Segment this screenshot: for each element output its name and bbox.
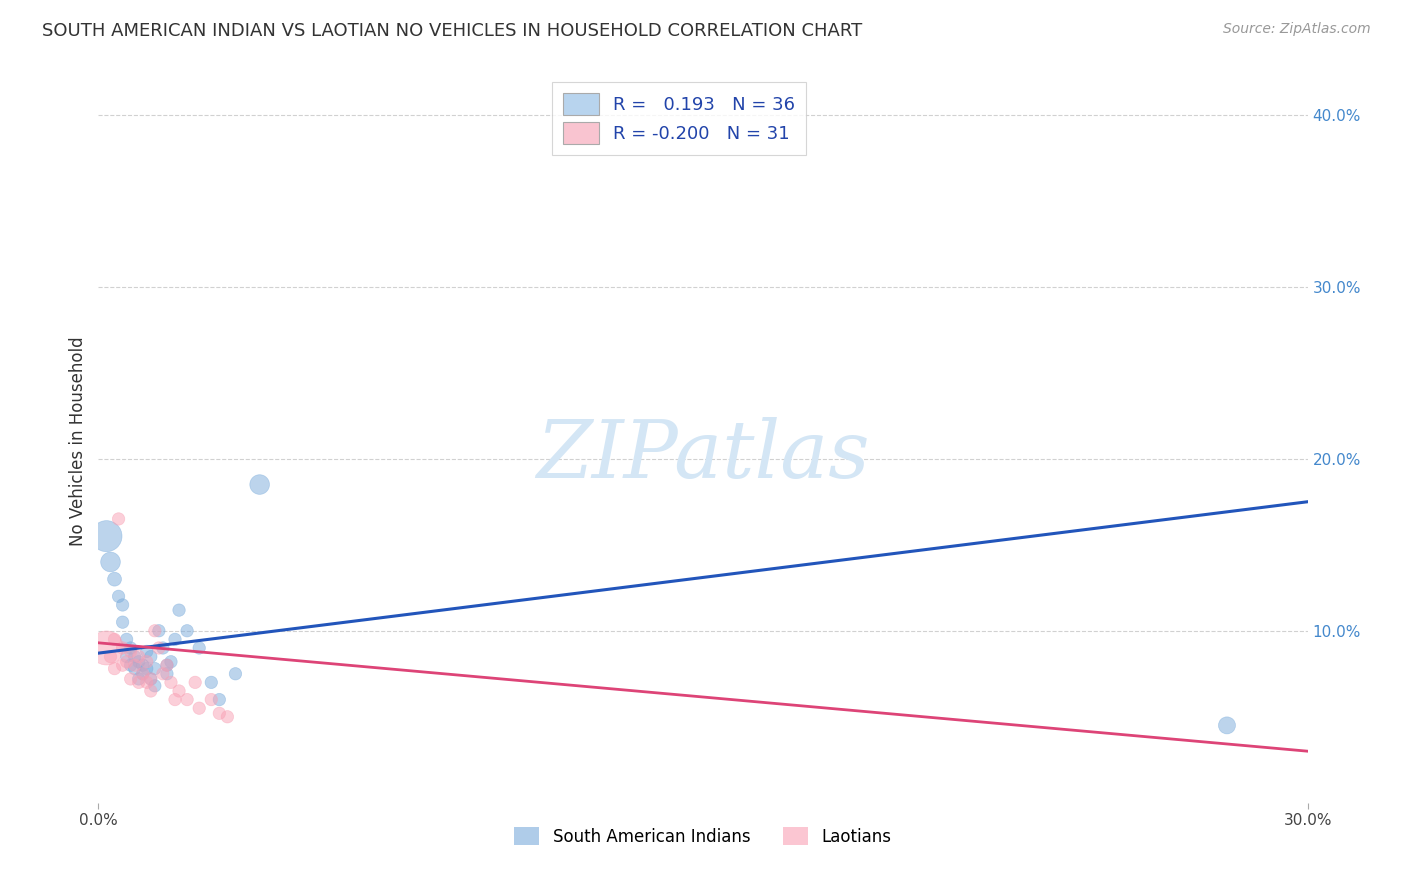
Point bbox=[148, 624, 170, 638]
Point bbox=[156, 658, 179, 673]
Point bbox=[124, 658, 146, 673]
Point bbox=[143, 662, 166, 676]
Point bbox=[128, 675, 150, 690]
Point bbox=[132, 666, 155, 681]
Point bbox=[120, 672, 142, 686]
Point bbox=[100, 649, 122, 664]
Point bbox=[176, 692, 198, 706]
Point bbox=[135, 662, 157, 676]
Point bbox=[103, 662, 125, 676]
Point bbox=[143, 624, 166, 638]
Point bbox=[139, 672, 162, 686]
Point bbox=[167, 684, 190, 698]
Point bbox=[143, 679, 166, 693]
Point bbox=[124, 649, 146, 664]
Point bbox=[132, 658, 155, 673]
Point bbox=[135, 675, 157, 690]
Point bbox=[184, 675, 207, 690]
Point bbox=[115, 655, 138, 669]
Point bbox=[115, 649, 138, 664]
Point bbox=[111, 598, 134, 612]
Point bbox=[115, 632, 138, 647]
Point bbox=[103, 632, 125, 647]
Point bbox=[100, 555, 122, 569]
Point bbox=[128, 649, 150, 664]
Point bbox=[152, 640, 174, 655]
Point bbox=[111, 658, 134, 673]
Text: ZIPatlas: ZIPatlas bbox=[536, 417, 870, 495]
Legend: South American Indians, Laotians: South American Indians, Laotians bbox=[508, 821, 898, 852]
Point bbox=[208, 692, 231, 706]
Point bbox=[167, 603, 190, 617]
Point bbox=[249, 477, 271, 491]
Text: SOUTH AMERICAN INDIAN VS LAOTIAN NO VEHICLES IN HOUSEHOLD CORRELATION CHART: SOUTH AMERICAN INDIAN VS LAOTIAN NO VEHI… bbox=[42, 22, 862, 40]
Point bbox=[132, 666, 155, 681]
Point bbox=[124, 662, 146, 676]
Point bbox=[160, 675, 183, 690]
Point bbox=[111, 640, 134, 655]
Point bbox=[1216, 718, 1239, 732]
Point bbox=[107, 590, 129, 604]
Point bbox=[163, 632, 186, 647]
Point bbox=[107, 512, 129, 526]
Point bbox=[156, 666, 179, 681]
Point bbox=[128, 672, 150, 686]
Point bbox=[139, 672, 162, 686]
Point bbox=[188, 701, 211, 715]
Point bbox=[163, 692, 186, 706]
Point bbox=[139, 649, 162, 664]
Point bbox=[176, 624, 198, 638]
Point bbox=[103, 572, 125, 586]
Point bbox=[120, 640, 142, 655]
Point bbox=[139, 684, 162, 698]
Point bbox=[135, 644, 157, 658]
Point bbox=[152, 666, 174, 681]
Point bbox=[160, 655, 183, 669]
Point bbox=[148, 640, 170, 655]
Point bbox=[200, 675, 222, 690]
Point bbox=[156, 658, 179, 673]
Point bbox=[111, 615, 134, 630]
Point bbox=[188, 640, 211, 655]
Point bbox=[96, 529, 118, 543]
Point bbox=[208, 706, 231, 721]
Point bbox=[96, 640, 118, 655]
Text: Source: ZipAtlas.com: Source: ZipAtlas.com bbox=[1223, 22, 1371, 37]
Point bbox=[135, 655, 157, 669]
Y-axis label: No Vehicles in Household: No Vehicles in Household bbox=[69, 336, 87, 547]
Point bbox=[128, 655, 150, 669]
Point bbox=[224, 666, 246, 681]
Point bbox=[120, 644, 142, 658]
Point bbox=[200, 692, 222, 706]
Point bbox=[217, 710, 239, 724]
Point bbox=[120, 658, 142, 673]
